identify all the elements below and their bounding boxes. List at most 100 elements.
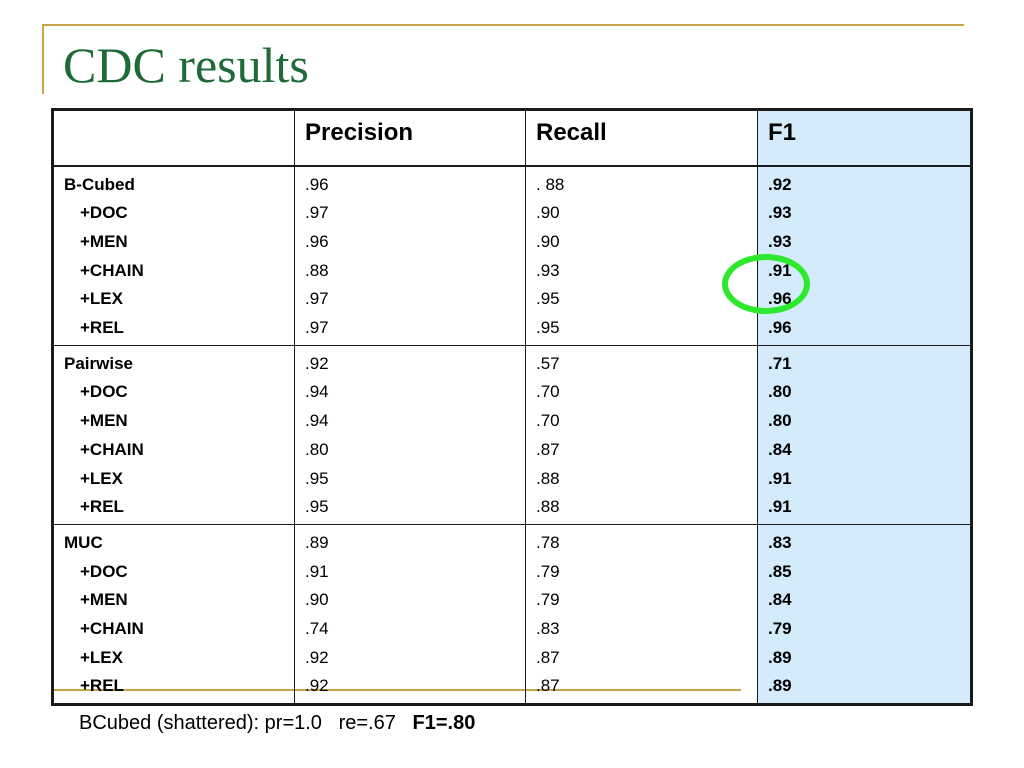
- f1-value: .83: [768, 532, 792, 552]
- recall-value: .79: [536, 561, 560, 581]
- precision-value: .74: [305, 619, 329, 639]
- f1-cell: .71 .80 .80 .84 .91 .91: [757, 345, 972, 525]
- metric-group-bcubed: B-Cubed +DOC +MEN +CHAIN +LEX +REL .96 .97 .96 .8…: [52, 165, 972, 346]
- recall-value: .70: [536, 382, 560, 402]
- footnote-f1-highlight: F1=.80: [412, 712, 476, 734]
- metric-label: +MEN: [80, 231, 128, 251]
- precision-value: .97: [305, 318, 329, 338]
- results-table: Precision Recall F1 B-Cubed +DOC +MEN +CHAI…: [51, 108, 973, 707]
- metric-label: +CHAIN: [80, 619, 144, 639]
- row-label-cell: B-Cubed +DOC +MEN +CHAIN +LEX +REL: [52, 165, 295, 346]
- recall-value: .95: [536, 289, 560, 309]
- recall-value: .90: [536, 231, 560, 251]
- metric-label: Pairwise: [64, 353, 133, 373]
- metric-label: +DOC: [80, 382, 128, 402]
- precision-value: .95: [305, 497, 329, 517]
- recall-value: .95: [536, 318, 560, 338]
- recall-value: .87: [536, 676, 560, 696]
- recall-value: .70: [536, 411, 560, 431]
- table-row: Pairwise +DOC +MEN +CHAIN +LEX +REL .92 .94 .94.…: [52, 345, 972, 525]
- f1-value: .96: [768, 318, 792, 338]
- metric-label: +LEX: [80, 289, 123, 309]
- f1-value: .93: [768, 231, 792, 251]
- precision-value: .92: [305, 647, 329, 667]
- recall-value: . 88: [536, 174, 565, 194]
- metric-label: +DOC: [80, 203, 128, 223]
- f1-value: .79: [768, 619, 792, 639]
- f1-value: .85: [768, 561, 792, 581]
- table-header-row: Precision Recall F1: [52, 109, 972, 167]
- precision-value: .91: [305, 561, 329, 581]
- precision-value: .95: [305, 468, 329, 488]
- precision-value: .92: [305, 353, 329, 373]
- precision-value: .97: [305, 203, 329, 223]
- row-label-cell: Pairwise +DOC +MEN +CHAIN +LEX +REL: [52, 345, 295, 525]
- recall-cell: . 88 .90 .90 .93 .95 .95: [525, 165, 758, 346]
- table-row: B-Cubed +DOC +MEN +CHAIN +LEX +REL .96 .97 .96 .8…: [52, 165, 972, 346]
- recall-value: .90: [536, 203, 560, 223]
- recall-cell: .57 .70 .70 .87 .88 .88: [525, 345, 758, 525]
- footnote: BCubed (shattered): pr=1.0 re=.67 F1=.80: [79, 712, 475, 735]
- precision-value: .80: [305, 439, 329, 459]
- metric-group-pairwise: Pairwise +DOC +MEN +CHAIN +LEX +REL .92 .94 .94.…: [52, 345, 972, 525]
- precision-value: .89: [305, 532, 329, 552]
- recall-value: .88: [536, 468, 560, 488]
- metric-label: +REL: [80, 676, 124, 696]
- metric-label: +MEN: [80, 411, 128, 431]
- header-precision: Precision: [294, 109, 526, 167]
- header-label-cell: [52, 109, 295, 167]
- metric-label: MUC: [64, 532, 103, 552]
- f1-value: .92: [768, 174, 792, 194]
- slide-title: CDC results: [63, 37, 309, 93]
- metric-group-muc: MUC +DOC +MEN +CHAIN +LEX +REL .89 .91 .90 .74 .92…: [52, 524, 972, 705]
- f1-value: .84: [768, 590, 792, 610]
- metric-label: +LEX: [80, 647, 123, 667]
- top-accent-line: [42, 24, 964, 26]
- row-label-cell: MUC +DOC +MEN +CHAIN +LEX +REL: [52, 524, 295, 705]
- f1-value: .84: [768, 439, 792, 459]
- f1-cell: .92.93.93.91.96.96: [757, 165, 972, 346]
- f1-value: .71: [768, 353, 792, 373]
- f1-value: .93: [768, 203, 792, 223]
- metric-label: +CHAIN: [80, 260, 144, 280]
- f1-value: .80: [768, 411, 792, 431]
- recall-value: .93: [536, 260, 560, 280]
- metric-label: +CHAIN: [80, 439, 144, 459]
- recall-value: .79: [536, 590, 560, 610]
- header-recall: Recall: [525, 109, 758, 167]
- header-f1: F1: [757, 109, 972, 167]
- f1-value: .89: [768, 676, 792, 696]
- f1-cell: .83 .85 .84 .79 .89 .89: [757, 524, 972, 705]
- recall-value: .57: [536, 353, 560, 373]
- precision-value: .96: [305, 174, 329, 194]
- precision-value: .96: [305, 231, 329, 251]
- metric-label: +LEX: [80, 468, 123, 488]
- table-row: MUC +DOC +MEN +CHAIN +LEX +REL .89 .91 .90 .74 .92…: [52, 524, 972, 705]
- recall-value: .87: [536, 647, 560, 667]
- precision-value: .92: [305, 676, 329, 696]
- recall-value: .78: [536, 532, 560, 552]
- recall-value: .88: [536, 497, 560, 517]
- precision-value: .90: [305, 590, 329, 610]
- precision-value: .94: [305, 411, 329, 431]
- f1-value: .91: [768, 497, 792, 517]
- metric-label: +REL: [80, 497, 124, 517]
- metric-label: B-Cubed: [64, 174, 135, 194]
- recall-cell: .78 .79 .79 .83 .87 .87: [525, 524, 758, 705]
- f1-value: .91: [768, 468, 792, 488]
- recall-value: .87: [536, 439, 560, 459]
- highlight-circle: [722, 254, 810, 314]
- f1-value: .89: [768, 647, 792, 667]
- precision-value: .94: [305, 382, 329, 402]
- precision-cell: .96 .97 .96 .88 .97 .97: [294, 165, 526, 346]
- recall-value: .83: [536, 619, 560, 639]
- f1-value: .80: [768, 382, 792, 402]
- footnote-text: BCubed (shattered): pr=1.0 re=.67: [79, 712, 413, 734]
- precision-cell: .92 .94 .94 .80 .95 .95: [294, 345, 526, 525]
- precision-cell: .89 .91 .90 .74 .92 .92: [294, 524, 526, 705]
- metric-label: +REL: [80, 318, 124, 338]
- left-accent-line: [42, 24, 44, 94]
- metric-label: +MEN: [80, 590, 128, 610]
- precision-value: .88: [305, 260, 329, 280]
- metric-label: +DOC: [80, 561, 128, 581]
